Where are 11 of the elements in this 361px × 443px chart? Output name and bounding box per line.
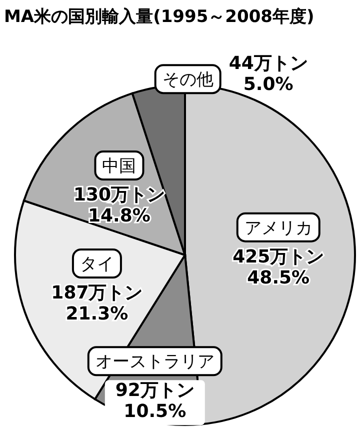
- slice-label: 中国: [102, 156, 136, 177]
- slice-label: アメリカ: [244, 218, 312, 238]
- slice-label: タイ: [80, 254, 114, 274]
- data-label: 44万トン 5.0%: [228, 53, 308, 96]
- data-label: 130万トン 14.8%: [73, 184, 166, 227]
- data-label: 187万トン 21.3%: [51, 282, 143, 324]
- data-label: 92万トン 10.5%: [115, 380, 194, 422]
- slice-label: オーストラリア: [95, 352, 214, 372]
- chart-title: MA米の国別輸入量(1995～2008年度): [4, 7, 314, 27]
- slice-label: その他: [162, 70, 214, 90]
- data-label: 425万トン 48.5%: [232, 246, 324, 288]
